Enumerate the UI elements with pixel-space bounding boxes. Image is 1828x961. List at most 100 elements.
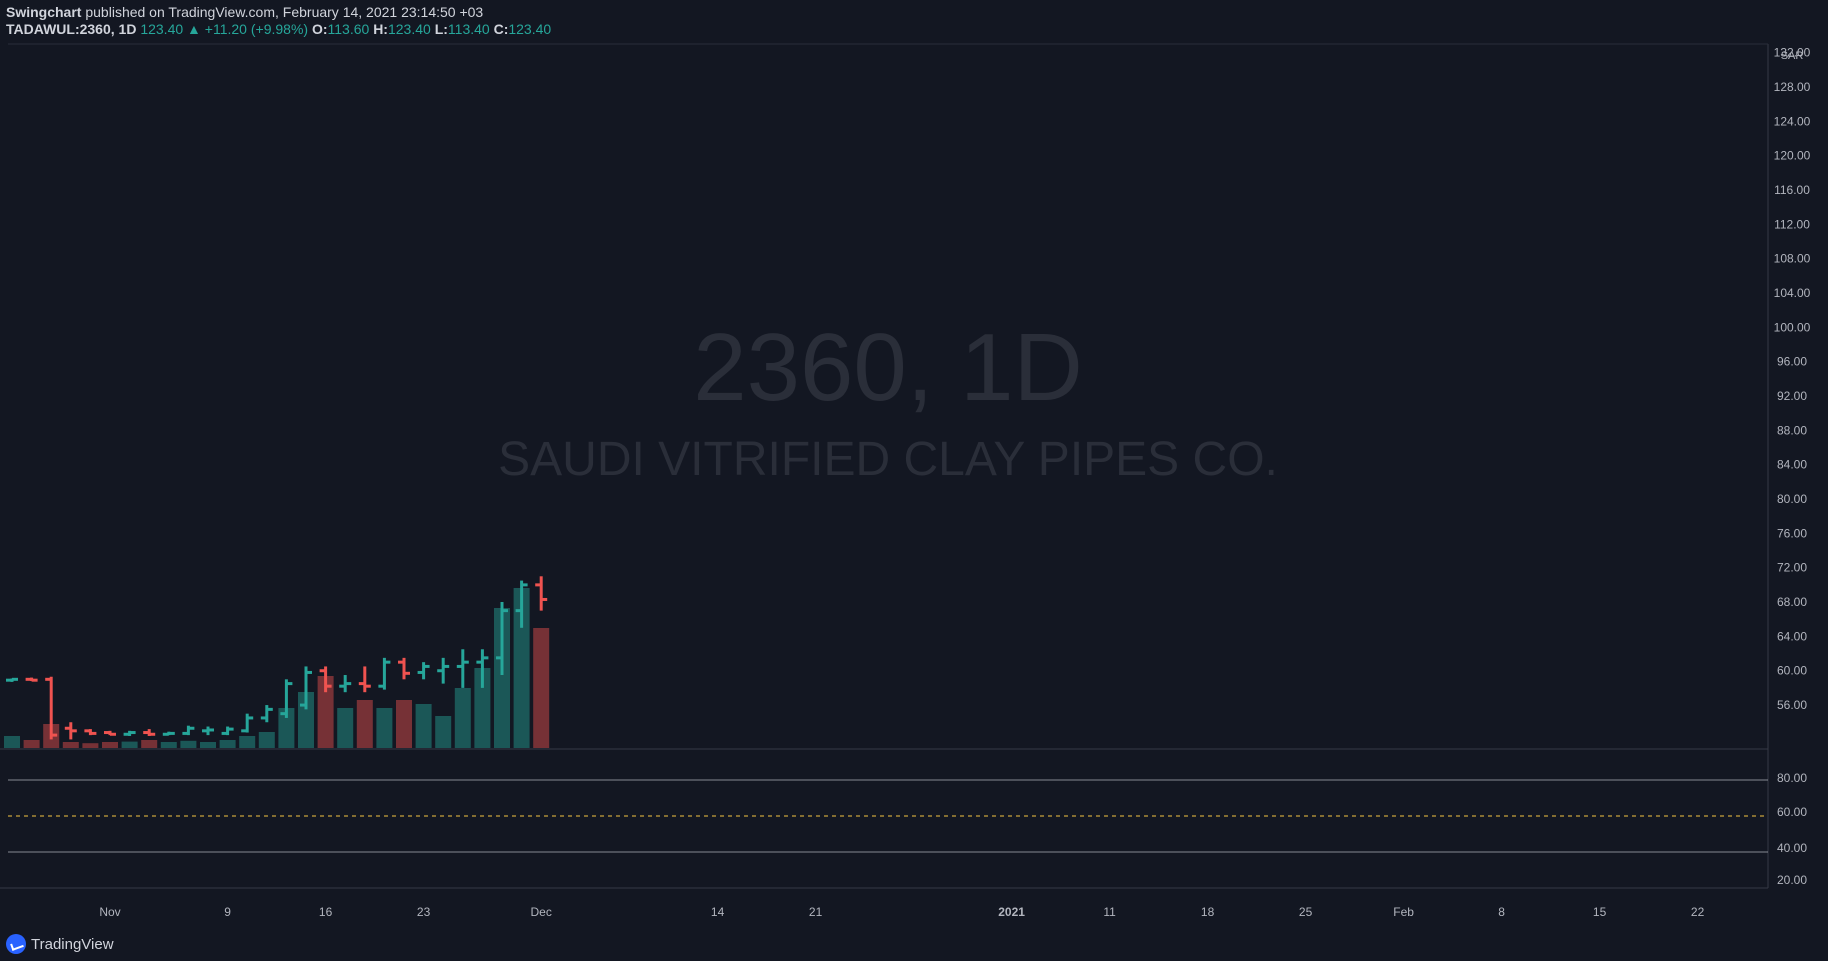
ohlc-bar [182,725,195,736]
time-tick-label: 16 [319,905,333,919]
price-tick-label: 108.00 [1774,252,1811,266]
ohlc-bar [456,649,469,688]
ohlc-bar [64,722,77,740]
symbol-label[interactable]: TADAWUL:2360, 1D [6,21,137,37]
author-name[interactable]: Swingchart [6,4,82,20]
ohlc-bar [417,662,430,680]
ohlc-bar [221,726,234,736]
price-tick-label: 80.00 [1777,492,1807,506]
ohlc-bar [45,676,58,740]
volume-bar [102,742,118,748]
ohlc-bar [437,657,450,684]
time-tick-label: 25 [1299,905,1313,919]
ohlc-bar [280,679,293,718]
volume-bar [82,743,99,748]
volume-bar [180,740,197,748]
volume-bar [317,676,334,748]
ohlc-bar [162,731,175,736]
open-value: 113.60 [327,21,370,37]
price-tick-label: 76.00 [1777,526,1807,540]
price-tick-label: 88.00 [1777,423,1807,437]
price-tick-label: 112.00 [1774,217,1810,231]
volume-bar [258,732,275,748]
tradingview-brand[interactable]: TradingView [6,934,114,954]
ohlc-bar [202,726,214,736]
publish-info: Swingchart published on TradingView.com,… [6,4,483,20]
time-tick-label: 21 [809,905,823,919]
ohlc-bar [241,713,254,733]
ohlc-legend: TADAWUL:2360, 1D 123.40 ▲ +11.20 (+9.98%… [6,21,551,37]
volume-bar [121,741,138,748]
ohlc-bar [398,657,410,680]
volume-bar [415,704,432,748]
volume-bar [278,708,295,748]
price-tick-label: 104.00 [1774,286,1811,300]
ohlc-bar [260,705,273,723]
volume-bar [219,740,236,748]
volume-bar [435,716,452,748]
time-tick-label: 18 [1201,905,1215,919]
ohlc-bar [339,675,352,693]
ohlc-bar [300,666,312,710]
high-value: 123.40 [387,21,431,37]
volume-bar [337,708,354,748]
ohlc-bar [496,602,508,676]
volume-bar [376,708,393,748]
volume-bar [239,736,256,748]
time-tick-label: 15 [1593,905,1607,919]
price-change: ▲ +11.20 (+9.98%) [187,21,309,37]
time-tick-label: 8 [1498,905,1505,919]
price-tick-label: 96.00 [1777,355,1807,369]
time-tick-label: 9 [224,905,231,919]
currency-label: SAR [1781,50,1804,62]
ohlc-bar [143,729,156,736]
volume-bar [4,736,20,748]
ohlc-bar [515,580,528,628]
price-tick-label: 68.00 [1777,595,1807,609]
volume-bar [474,668,491,748]
rsi-tick-label: 40.00 [1777,841,1807,855]
price-tick-label: 64.00 [1777,629,1807,643]
rsi-tick-label: 20.00 [1777,873,1807,887]
volume-bar [513,588,530,748]
ohlc-bar [319,666,332,693]
ohlc-bar [6,677,18,682]
price-tick-label: 92.00 [1777,389,1807,403]
volume-bar [141,740,158,748]
time-tick-label: Nov [99,905,120,919]
open-label: O: [311,21,328,37]
price-tick-label: 116.00 [1774,183,1810,197]
volume-bar [356,700,373,748]
tradingview-logo-icon [6,934,26,954]
watermark-symbol: 2360, 1D [693,314,1083,421]
volume-bar [494,608,510,748]
volume-bar [396,700,412,748]
volume-bar [62,742,79,748]
price-tick-label: 132.00 [1774,46,1811,60]
time-tick-label: 2021 [998,905,1025,919]
close-label: C: [493,21,509,37]
price-tick-label: 56.00 [1777,698,1807,712]
price-tick-label: 128.00 [1774,80,1811,94]
low-label: L: [434,21,448,37]
time-tick-label: 23 [417,905,431,919]
ohlc-bar [378,657,391,690]
ohlc-bar [25,677,38,682]
price-tick-label: 84.00 [1777,458,1807,472]
high-label: H: [373,21,388,37]
ohlc-bar [104,730,116,736]
volume-bar [533,628,550,748]
volume-bar [160,742,177,748]
time-tick-label: Feb [1393,905,1414,919]
ohlc-bar [123,730,136,736]
price-tick-label: 100.00 [1774,320,1811,334]
price-tick-label: 60.00 [1777,664,1807,678]
time-tick-label: 14 [711,905,725,919]
price-tick-label: 72.00 [1777,561,1807,575]
ohlc-bar [535,576,548,611]
last-price: 123.40 [140,21,184,37]
time-tick-label: Dec [531,905,552,919]
volume-bar [200,742,216,748]
